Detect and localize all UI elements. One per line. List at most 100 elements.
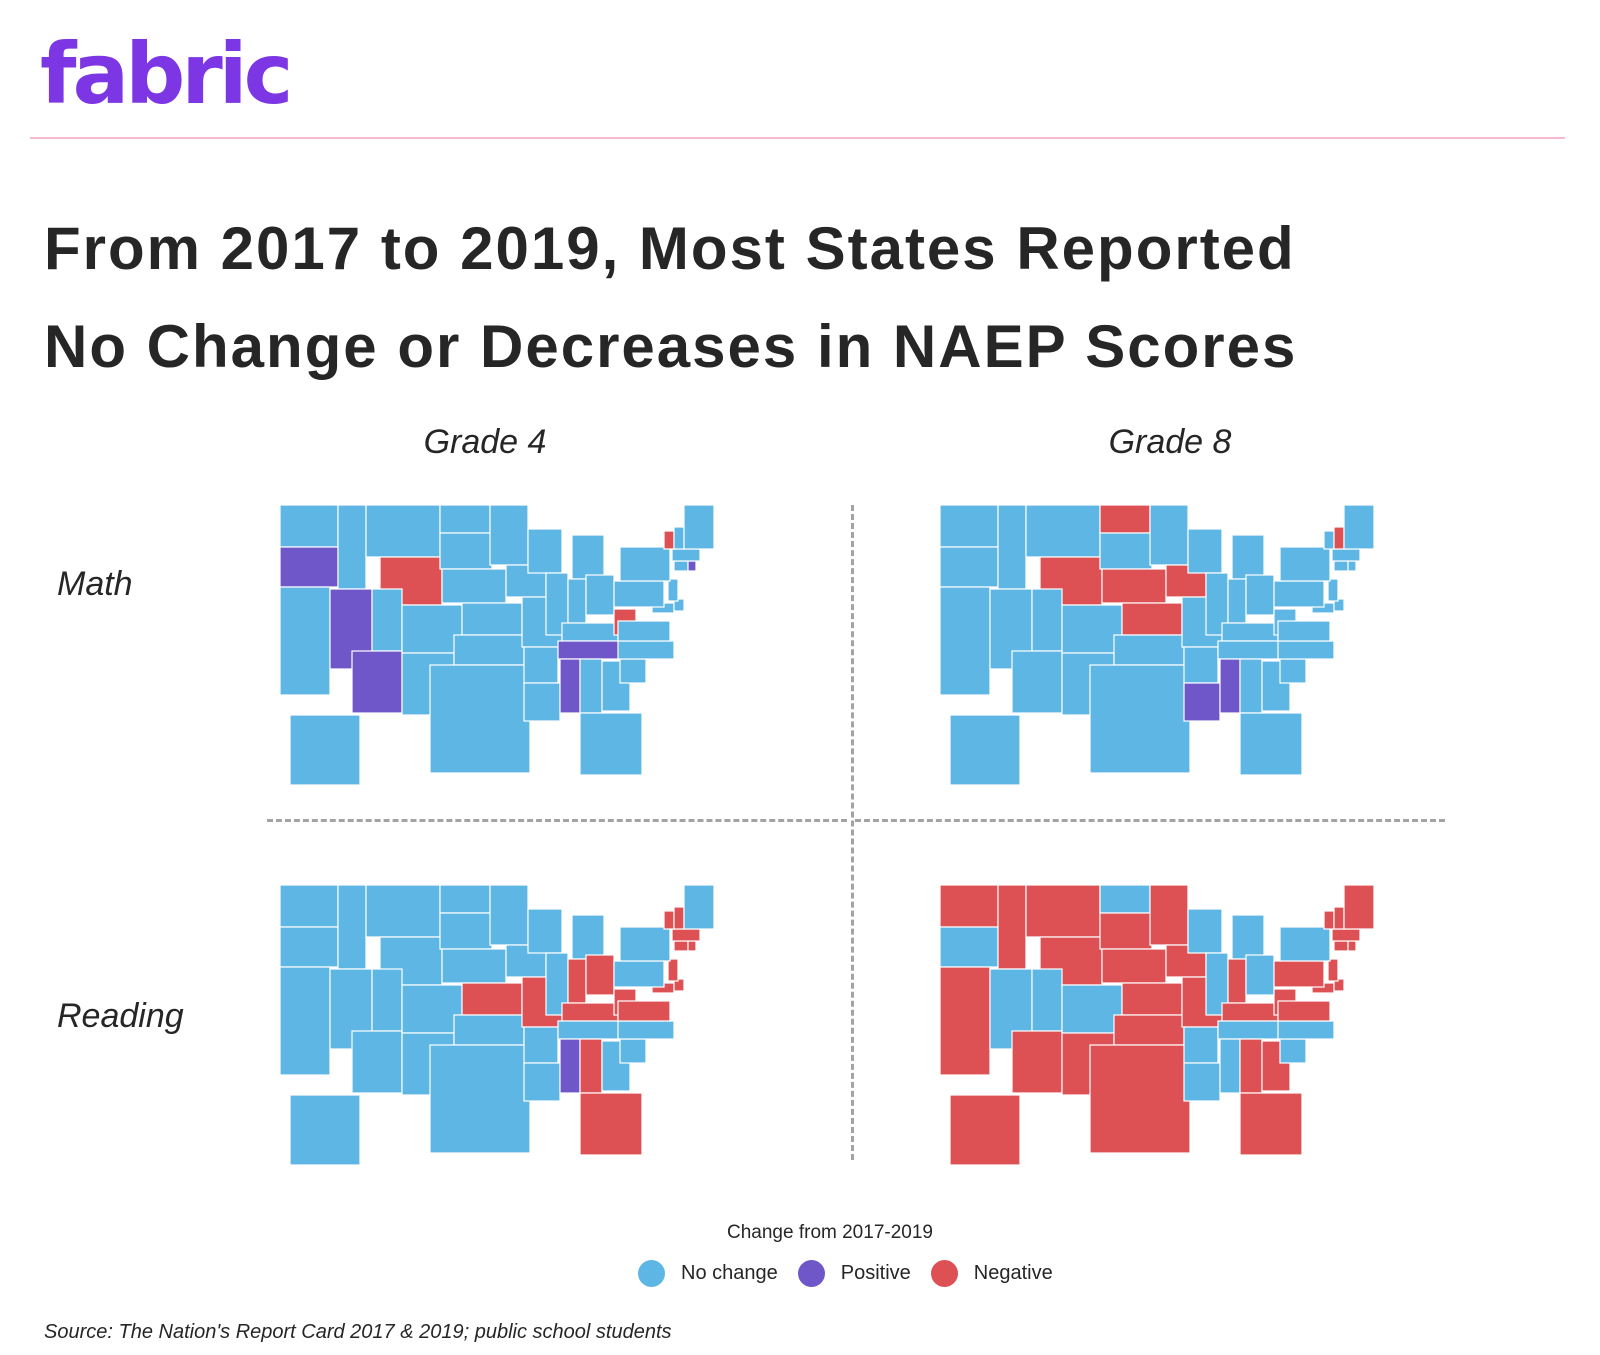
row-label-math: Math bbox=[57, 565, 133, 603]
map-reading-grade-4 bbox=[280, 885, 750, 1185]
state-al bbox=[579, 1038, 603, 1094]
state-az bbox=[1011, 1030, 1063, 1094]
state-mn bbox=[489, 505, 529, 566]
state-fl bbox=[579, 1092, 643, 1156]
title-line-2: No Change or Decreases in NAEP Scores bbox=[44, 313, 1298, 380]
state-or bbox=[280, 926, 339, 968]
state-ar bbox=[1183, 1026, 1219, 1064]
state-mt bbox=[365, 885, 441, 938]
map-math-grade-8 bbox=[940, 505, 1410, 805]
state-ne bbox=[441, 568, 507, 604]
state-wa bbox=[940, 505, 999, 548]
state-sd bbox=[439, 912, 493, 950]
state-pa bbox=[1273, 580, 1325, 608]
state-or bbox=[940, 926, 999, 968]
state-ga bbox=[1261, 660, 1291, 712]
state-nj bbox=[1327, 958, 1339, 982]
state-in bbox=[567, 958, 587, 1004]
state-la bbox=[1183, 1062, 1221, 1102]
state-az bbox=[351, 1030, 403, 1094]
state-ks bbox=[461, 602, 523, 636]
state-ut bbox=[371, 968, 403, 1032]
state-nd bbox=[439, 885, 491, 914]
state-ca bbox=[940, 586, 991, 696]
state-ak bbox=[949, 1094, 1021, 1166]
state-tx bbox=[1089, 664, 1191, 774]
state-ma bbox=[671, 548, 701, 562]
state-id bbox=[997, 505, 1027, 590]
state-va bbox=[617, 1000, 671, 1022]
state-ny bbox=[1279, 926, 1331, 962]
state-tn bbox=[557, 1020, 621, 1040]
state-mt bbox=[365, 505, 441, 558]
state-ct bbox=[673, 940, 689, 952]
state-nh bbox=[673, 906, 685, 930]
state-ne bbox=[441, 948, 507, 984]
state-nj bbox=[1327, 578, 1339, 602]
state-ar bbox=[523, 646, 559, 684]
us-state-map bbox=[940, 885, 1375, 1166]
state-mi bbox=[1231, 534, 1265, 580]
us-state-map bbox=[280, 505, 715, 786]
legend-item-negative: Negative bbox=[930, 1259, 1053, 1287]
state-vt bbox=[663, 910, 675, 930]
state-ms bbox=[1219, 658, 1241, 714]
state-ak bbox=[949, 714, 1021, 786]
state-ca bbox=[280, 966, 331, 1076]
state-ma bbox=[671, 928, 701, 942]
state-sd bbox=[1099, 912, 1153, 950]
state-al bbox=[579, 658, 603, 714]
legend-swatch-positive bbox=[797, 1259, 825, 1287]
state-ct bbox=[673, 560, 689, 572]
legend-title: Change from 2017-2019 bbox=[727, 1222, 933, 1243]
state-wa bbox=[940, 885, 999, 928]
legend-label-positive: Positive bbox=[840, 1261, 911, 1284]
state-ok bbox=[1113, 1014, 1185, 1046]
state-sc bbox=[1279, 1038, 1307, 1064]
state-mi bbox=[1231, 914, 1265, 960]
state-ri bbox=[1347, 940, 1357, 952]
state-pa bbox=[1273, 960, 1325, 988]
page-title: From 2017 to 2019, Most States Reported … bbox=[44, 200, 1297, 396]
title-line-1: From 2017 to 2019, Most States Reported bbox=[44, 215, 1296, 282]
state-ct bbox=[1333, 560, 1349, 572]
state-ct bbox=[1333, 940, 1349, 952]
legend: No change Positive Negative bbox=[638, 1256, 1073, 1290]
state-me bbox=[1343, 885, 1375, 930]
state-ny bbox=[1279, 546, 1331, 582]
state-sd bbox=[439, 532, 493, 570]
state-tn bbox=[557, 640, 621, 660]
row-label-reading: Reading bbox=[57, 997, 184, 1035]
legend-swatch-negative bbox=[930, 1259, 958, 1287]
state-de bbox=[673, 978, 685, 992]
state-me bbox=[683, 505, 715, 550]
map-reading-grade-8 bbox=[940, 885, 1410, 1185]
source-note: Source: The Nation's Report Card 2017 & … bbox=[44, 1321, 672, 1343]
state-wa bbox=[280, 505, 339, 548]
state-tx bbox=[429, 664, 531, 774]
column-label-grade-4: Grade 4 bbox=[423, 423, 547, 461]
state-ok bbox=[453, 1014, 525, 1046]
legend-label-negative: Negative bbox=[973, 1261, 1053, 1284]
state-ut bbox=[371, 588, 403, 652]
state-nd bbox=[439, 505, 491, 534]
state-me bbox=[1343, 505, 1375, 550]
state-fl bbox=[579, 712, 643, 776]
state-wi bbox=[527, 908, 563, 954]
state-ak bbox=[289, 1094, 361, 1166]
state-de bbox=[1333, 598, 1345, 612]
state-nd bbox=[1099, 505, 1151, 534]
state-la bbox=[1183, 682, 1221, 722]
state-tx bbox=[1089, 1044, 1191, 1154]
state-ri bbox=[687, 560, 697, 572]
state-ne bbox=[1101, 948, 1167, 984]
state-or bbox=[280, 546, 339, 588]
state-co bbox=[401, 604, 463, 654]
state-tn bbox=[1217, 640, 1281, 660]
column-label-grade-8: Grade 8 bbox=[1108, 423, 1232, 461]
state-me bbox=[683, 885, 715, 930]
state-pa bbox=[613, 960, 665, 988]
us-state-map bbox=[940, 505, 1375, 786]
state-id bbox=[337, 505, 367, 590]
state-wi bbox=[1187, 528, 1223, 574]
